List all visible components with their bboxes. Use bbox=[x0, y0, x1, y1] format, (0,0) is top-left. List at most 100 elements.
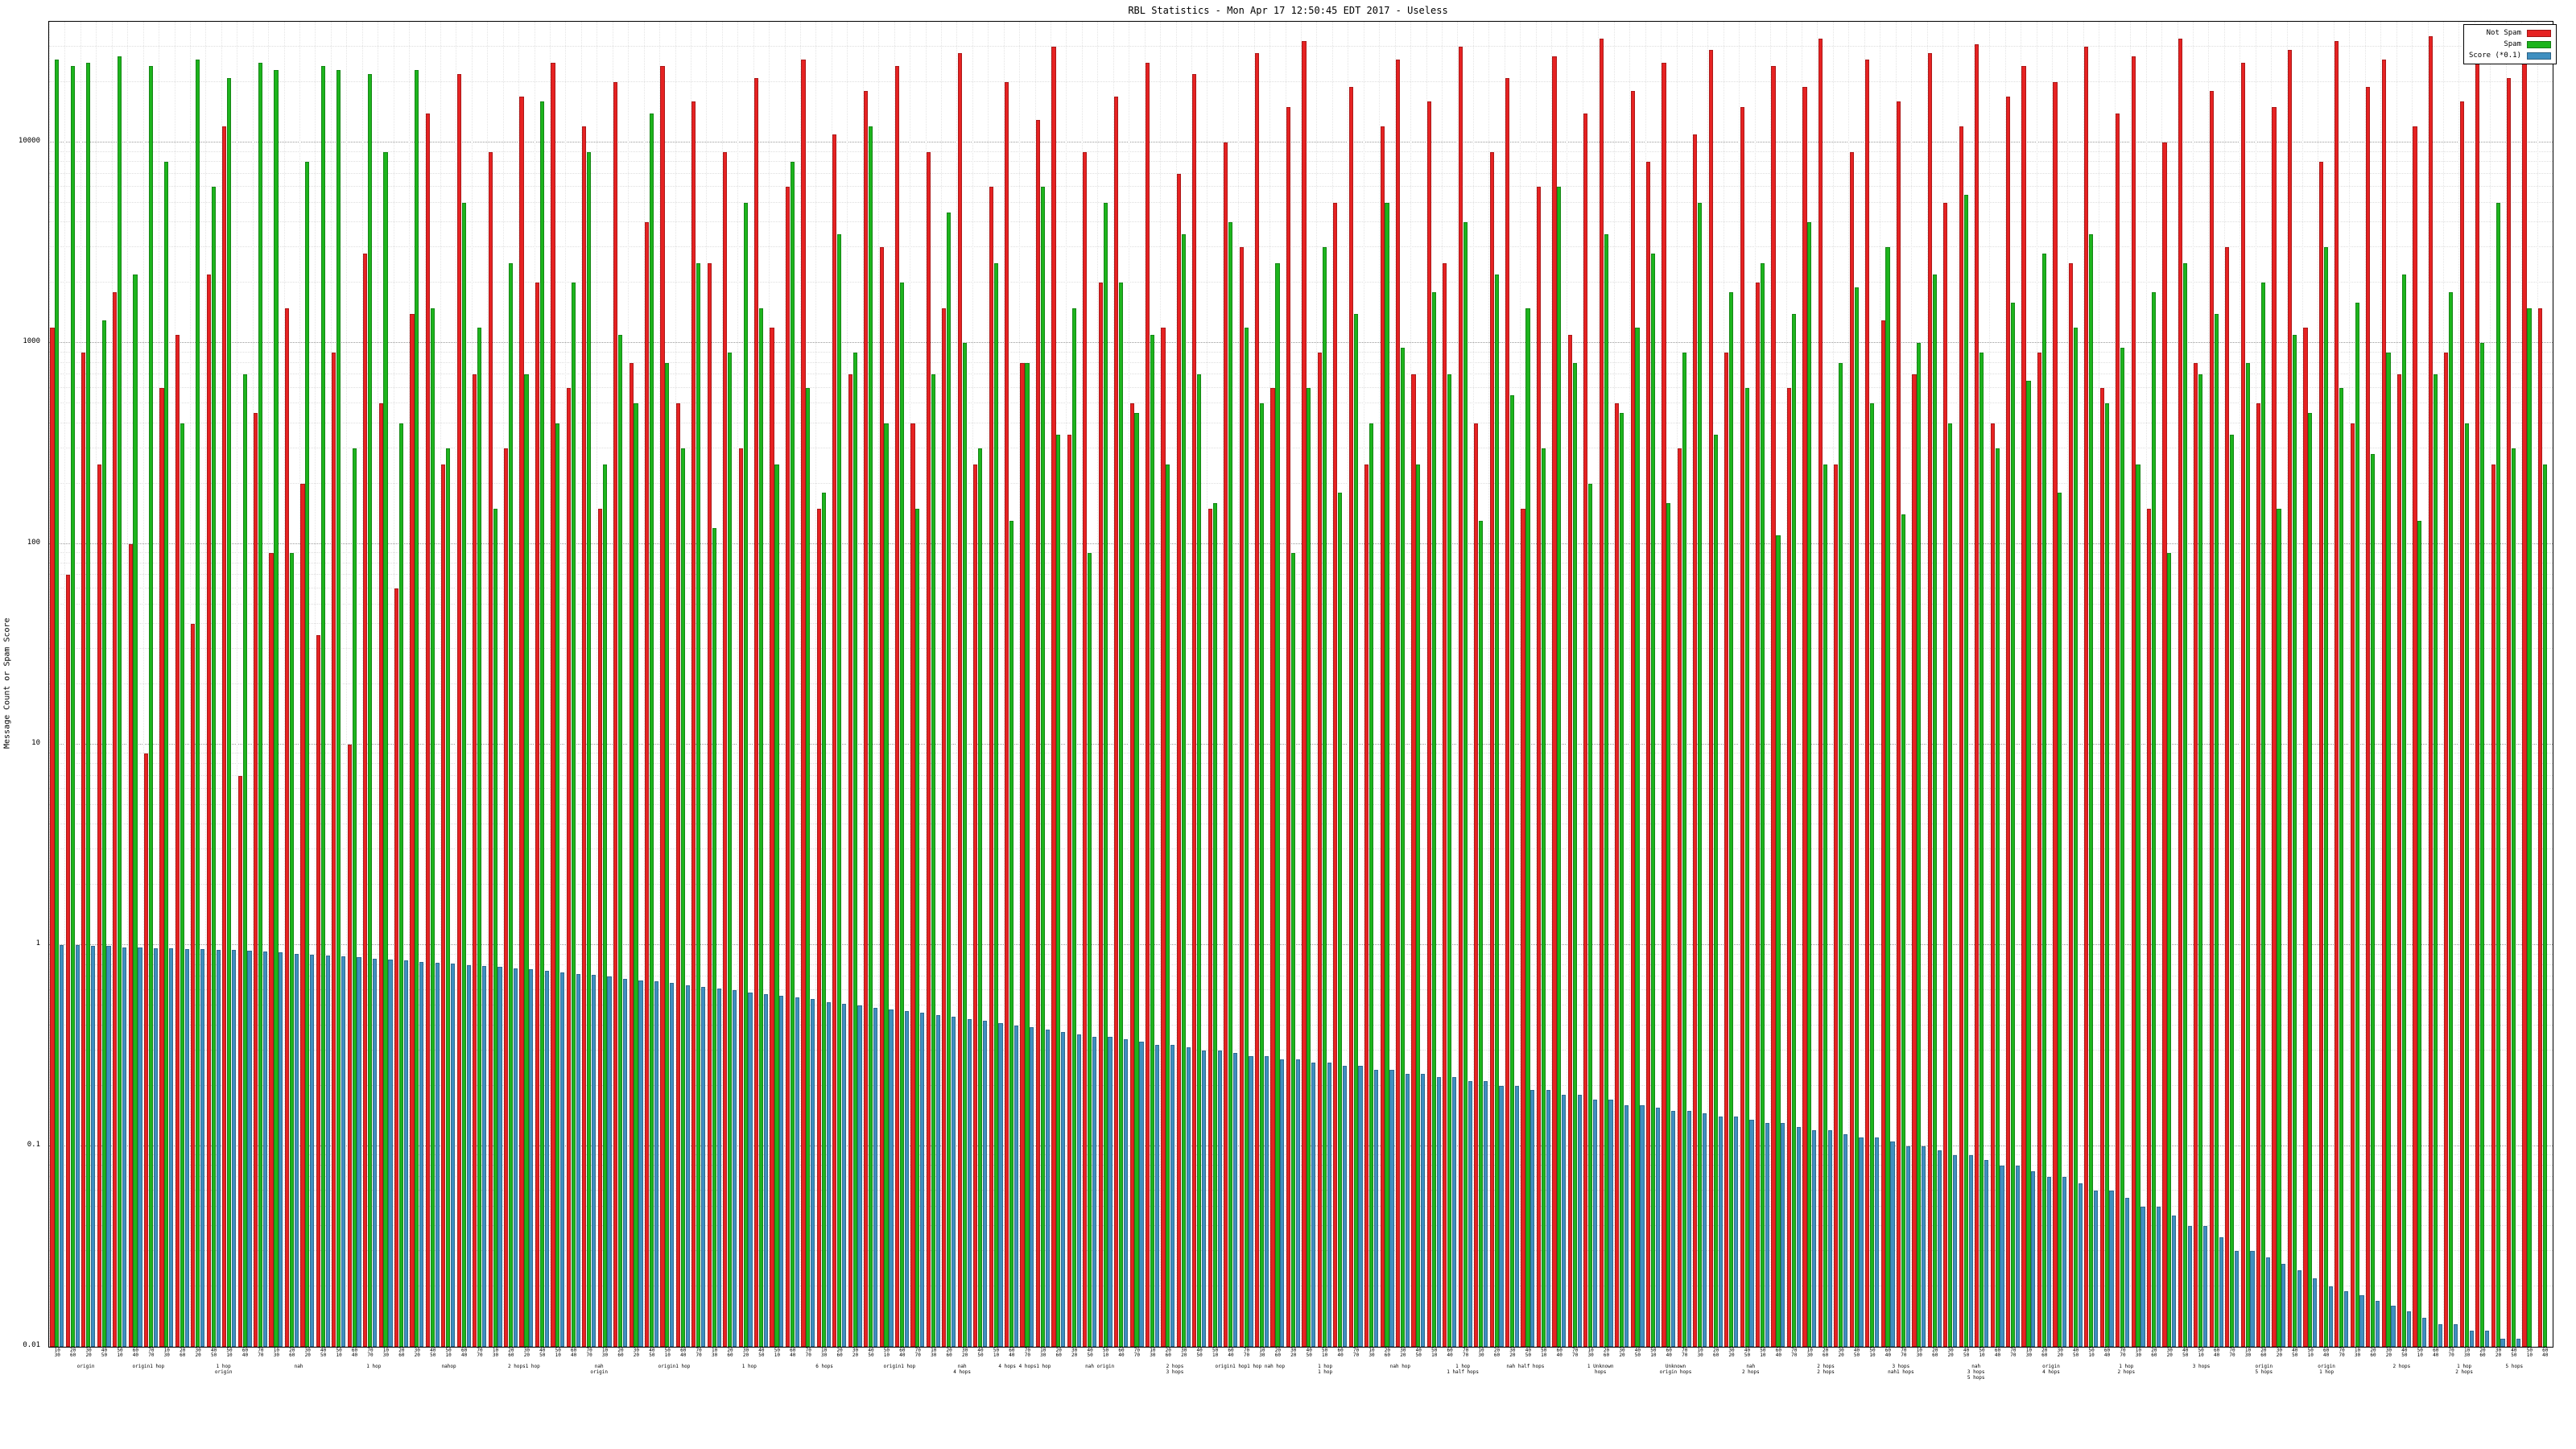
bar-not_spam bbox=[1067, 435, 1071, 1347]
bar-score bbox=[904, 1011, 909, 1347]
x-annotation: nahop bbox=[441, 1364, 456, 1369]
x-tick-label: 30 20 bbox=[1947, 1348, 1954, 1358]
bar-score bbox=[1421, 1073, 1426, 1347]
x-tick-label: 10 30 bbox=[2244, 1348, 2252, 1358]
bar-score bbox=[1076, 1034, 1081, 1347]
bar-score bbox=[1436, 1077, 1441, 1347]
legend-label-score: Score (*0.1) bbox=[2468, 52, 2521, 60]
bar-score bbox=[1937, 1150, 1942, 1347]
bar-spam bbox=[1463, 222, 1468, 1347]
bar-group: 20 60 bbox=[721, 22, 737, 1358]
bar-group: 60 40 bbox=[1989, 22, 2004, 1358]
bar-not_spam bbox=[1740, 107, 1744, 1347]
y-tick-label: 0.1 bbox=[27, 1140, 40, 1149]
x-annotation: origin1 hop1 hop nah hop bbox=[1215, 1364, 1286, 1369]
x-tick-label: 50 10 bbox=[555, 1348, 561, 1358]
bar-group: 60 40 bbox=[2208, 22, 2223, 1358]
bar-spam bbox=[1150, 335, 1155, 1347]
bar-spam bbox=[1744, 387, 1749, 1347]
x-axis-annotations: origin origin1 hop 1 hop origin nah 1 hop nah… bbox=[48, 1364, 2552, 1436]
bar-score bbox=[2438, 1323, 2442, 1347]
bar-group: 10 30 bbox=[1253, 22, 1269, 1358]
bar-spam bbox=[2449, 291, 2454, 1347]
x-annotation: 1 Unknown hops bbox=[1587, 1364, 1614, 1375]
bar-spam bbox=[947, 212, 952, 1347]
bar-not_spam bbox=[1474, 423, 1479, 1347]
bar-spam bbox=[2167, 553, 2172, 1347]
bar-spam bbox=[649, 113, 654, 1347]
bar-spam bbox=[1682, 352, 1686, 1347]
x-tick-label: 60 40 bbox=[1775, 1348, 1781, 1358]
bar-group: 40 50 bbox=[1410, 22, 1426, 1358]
bar-group: 30 20 bbox=[1285, 22, 1301, 1358]
bar-group: 60 40 bbox=[346, 22, 361, 1358]
bar-not_spam bbox=[535, 283, 540, 1347]
x-annotation: 1 hop 1 hop bbox=[1318, 1364, 1333, 1375]
bar-not_spam bbox=[707, 263, 712, 1347]
bar-not_spam bbox=[1224, 142, 1228, 1347]
bar-spam bbox=[101, 320, 106, 1347]
bar-spam bbox=[1353, 314, 1358, 1347]
x-annotation: 4 hops 4 hops1 hop bbox=[998, 1364, 1051, 1369]
bar-score bbox=[106, 946, 111, 1347]
bar-group: 70 70 bbox=[361, 22, 378, 1358]
bar-group: 30 20 bbox=[189, 22, 205, 1358]
bar-group: 70 70 bbox=[1348, 22, 1363, 1358]
bar-spam bbox=[869, 126, 873, 1347]
bar-score bbox=[2265, 1257, 2270, 1347]
x-annotation: 1 hop origin bbox=[214, 1364, 233, 1375]
bar-spam bbox=[415, 69, 419, 1347]
bar-score bbox=[2172, 1216, 2177, 1347]
x-tick-label: 60 40 bbox=[790, 1348, 796, 1358]
bar-not_spam bbox=[1645, 162, 1651, 1347]
x-annotation: Unknown origin hops bbox=[1659, 1364, 1692, 1375]
bar-not_spam bbox=[97, 464, 101, 1347]
bar-score bbox=[2250, 1251, 2255, 1347]
bar-score bbox=[1968, 1155, 1973, 1347]
x-tick-label: 10 30 bbox=[382, 1348, 390, 1358]
bar-score bbox=[1139, 1042, 1144, 1347]
bar-group: 30 20 bbox=[847, 22, 862, 1358]
bar-spam bbox=[2104, 403, 2109, 1347]
bar-score bbox=[2219, 1237, 2223, 1347]
x-tick-label: 70 70 bbox=[1352, 1348, 1360, 1358]
bar-not_spam bbox=[128, 543, 133, 1347]
bar-not_spam bbox=[1536, 187, 1542, 1347]
bar-group: 50 10 bbox=[2083, 22, 2099, 1358]
bar-score bbox=[2187, 1225, 2192, 1347]
bar-not_spam bbox=[2428, 35, 2434, 1347]
bar-score bbox=[60, 945, 64, 1347]
bar-spam bbox=[258, 62, 263, 1347]
bar-score bbox=[1343, 1066, 1348, 1347]
x-tick-label: 50 10 bbox=[117, 1348, 123, 1358]
bar-spam bbox=[1666, 502, 1671, 1347]
x-tick-label: 60 40 bbox=[1666, 1348, 1672, 1358]
bar-group: 10 30 bbox=[1472, 22, 1488, 1358]
bar-score bbox=[2156, 1206, 2161, 1347]
x-tick-label: 30 20 bbox=[85, 1348, 92, 1358]
bar-score bbox=[982, 1021, 988, 1347]
x-tick-label: 30 20 bbox=[1509, 1348, 1516, 1358]
x-tick-label: 70 70 bbox=[1791, 1348, 1798, 1358]
bar-not_spam bbox=[1615, 403, 1620, 1347]
bar-spam bbox=[2496, 203, 2500, 1347]
bar-group: 10 30 bbox=[706, 22, 721, 1358]
bar-score bbox=[1061, 1032, 1066, 1347]
bar-not_spam bbox=[910, 423, 915, 1347]
x-tick-label: 10 30 bbox=[601, 1348, 609, 1358]
bar-spam bbox=[1979, 352, 1984, 1347]
x-tick-label: 20 60 bbox=[180, 1348, 186, 1358]
bar-group: 20 60 bbox=[1598, 22, 1613, 1358]
bar-group: 60 40 bbox=[1441, 22, 1457, 1358]
bar-score bbox=[1890, 1141, 1895, 1347]
bar-not_spam bbox=[1505, 77, 1510, 1347]
bar-group: 50 10 bbox=[769, 22, 784, 1358]
bar-score bbox=[466, 964, 471, 1347]
bar-score bbox=[2078, 1183, 2083, 1347]
x-tick-label: 70 70 bbox=[2010, 1348, 2017, 1358]
bar-group: 40 50 bbox=[2286, 22, 2302, 1358]
bar-score bbox=[2015, 1165, 2020, 1347]
bar-score bbox=[1749, 1120, 1754, 1347]
bar-not_spam bbox=[942, 308, 947, 1347]
bar-spam bbox=[962, 343, 967, 1347]
